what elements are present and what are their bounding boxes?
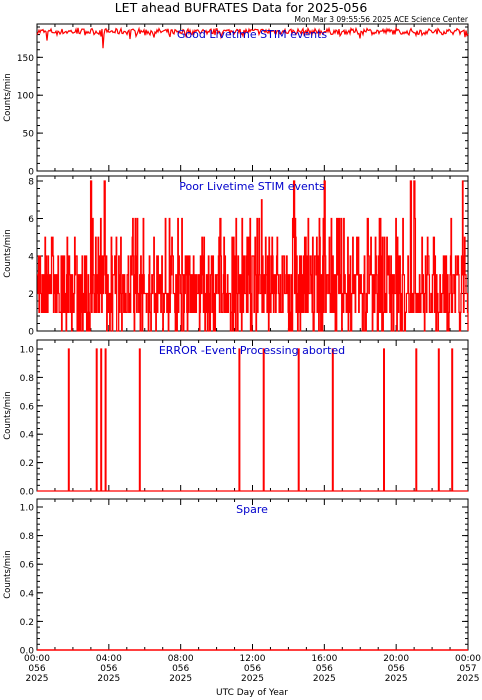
x-tick-doy: 057 — [459, 664, 476, 674]
data-series-line — [37, 180, 469, 332]
y-tick-label: 0.0 — [20, 488, 35, 498]
y-tick-label: 0.8 — [20, 374, 35, 384]
x-tick-doy: 056 — [172, 664, 189, 674]
x-tick-time: 00:00 — [455, 654, 481, 664]
x-tick-time: 04:00 — [96, 654, 122, 664]
y-axis-label: Counts/min — [3, 391, 13, 440]
good-livetime-panel: 0 50 100 150 Counts/min Good Livetime STIM ev… — [3, 23, 469, 178]
y-tick-label: 4 — [28, 253, 34, 263]
x-tick-doy: 056 — [388, 664, 405, 674]
y-tick-label: 0.2 — [20, 618, 34, 628]
y-tick-label: 150 — [17, 54, 34, 64]
panel-title: Poor Livetime STIM events — [179, 180, 325, 193]
x-axis-labels: 00:00056202504:00056202508:00056202512:0… — [24, 654, 481, 684]
y-tick-label: 50 — [23, 130, 35, 140]
y-tick-label: 0 — [28, 328, 34, 338]
y-tick-label: 0.2 — [20, 459, 34, 469]
x-tick-doy: 056 — [100, 664, 117, 674]
x-axis-label: UTC Day of Year — [216, 688, 288, 698]
y-tick-label: 1.0 — [20, 504, 35, 514]
y-tick-label: 8 — [28, 178, 34, 188]
panel-title: Spare — [236, 503, 268, 516]
y-tick-label: 6 — [28, 215, 34, 225]
poor-livetime-panel: 0 2 4 6 8 Counts/min Poor Livetime STIM events — [3, 175, 469, 338]
panel-title: ERROR -Event Processing aborted — [159, 344, 345, 357]
data-series-line — [36, 26, 469, 49]
x-tick-time: 12:00 — [240, 654, 266, 664]
y-tick-label: 0.4 — [20, 431, 35, 441]
spare-panel: 0.0 0.2 0.4 0.6 0.8 1.0 Counts/min Spare — [3, 498, 469, 657]
panel-frame — [36, 23, 469, 172]
x-tick-time: 00:00 — [24, 654, 50, 664]
x-tick-time: 16:00 — [311, 654, 337, 664]
panel-frame — [36, 498, 469, 651]
y-tick-label: 0.6 — [20, 561, 35, 571]
x-tick-year: 2025 — [241, 674, 264, 684]
chart-timestamp: Mon Mar 3 09:55:56 2025 ACE Science Cent… — [295, 15, 469, 24]
error-event-panel: 0.0 0.2 0.4 0.6 0.8 1.0 Counts/min ERROR -Event… — [3, 339, 469, 498]
x-tick-time: 20:00 — [383, 654, 409, 664]
y-tick-label: 0 — [28, 168, 34, 178]
x-tick-year: 2025 — [97, 674, 120, 684]
y-tick-label: 0.8 — [20, 532, 35, 542]
x-tick-year: 2025 — [26, 674, 49, 684]
y-axis-label: Counts/min — [3, 73, 13, 122]
y-tick-label: 0.4 — [20, 589, 35, 599]
x-tick-year: 2025 — [313, 674, 336, 684]
x-tick-year: 2025 — [457, 674, 480, 684]
panel-title: Good Livetime STIM events — [177, 28, 328, 41]
x-tick-doy: 056 — [244, 664, 261, 674]
y-tick-label: 2 — [28, 290, 34, 300]
data-series-line — [37, 348, 468, 492]
y-tick-label: 100 — [17, 92, 34, 102]
x-tick-time: 08:00 — [168, 654, 194, 664]
x-tick-doy: 056 — [28, 664, 45, 674]
y-axis-label: Counts/min — [3, 229, 13, 278]
y-axis-label: Counts/min — [3, 550, 13, 599]
y-tick-label: 1.0 — [20, 346, 35, 356]
y-tick-label: 0.0 — [20, 647, 35, 657]
x-tick-doy: 056 — [316, 664, 333, 674]
x-tick-year: 2025 — [169, 674, 192, 684]
x-tick-year: 2025 — [385, 674, 408, 684]
y-tick-label: 0.6 — [20, 402, 35, 412]
chart-title: LET ahead BUFRATES Data for 2025-056 — [115, 0, 368, 15]
